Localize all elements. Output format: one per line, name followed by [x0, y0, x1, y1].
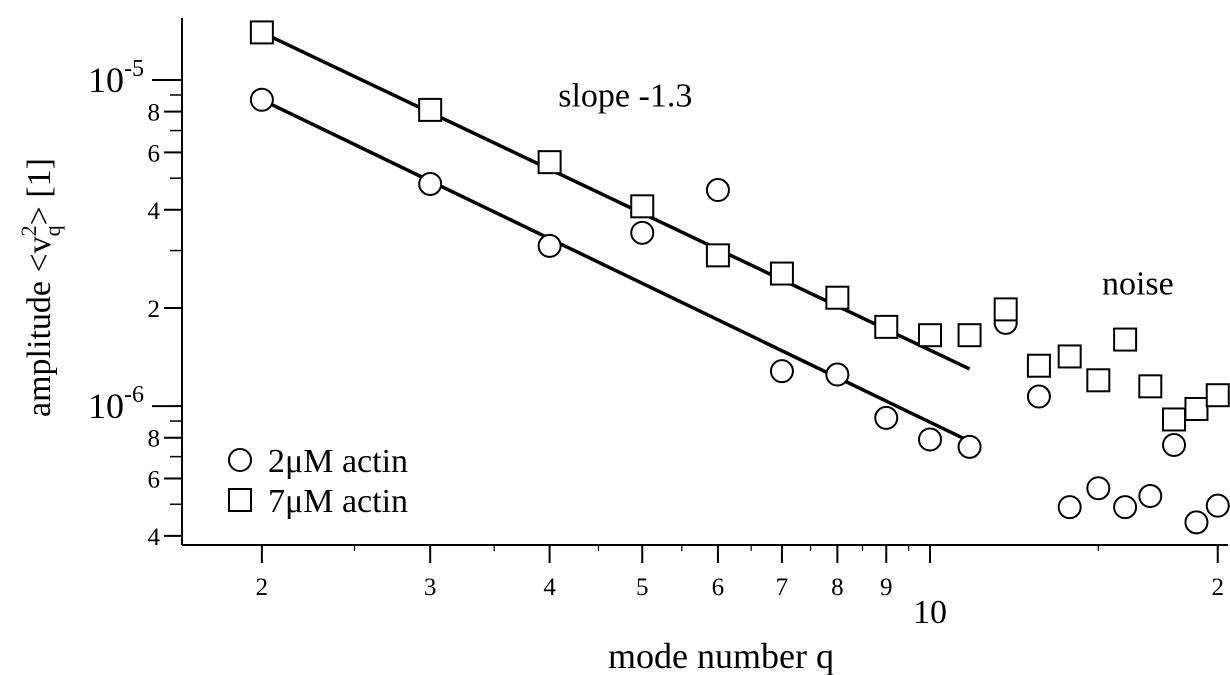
square-point: [537, 150, 562, 175]
circle-point: [630, 220, 655, 245]
y-tick-label: 2: [148, 296, 161, 323]
fit-lines: [261, 30, 971, 443]
y-tick-label: 8: [148, 100, 161, 127]
x-tick-label: 7: [776, 574, 789, 601]
circle-point: [1026, 384, 1051, 409]
legend-square-marker: [228, 488, 252, 512]
circle-point: [769, 359, 794, 384]
square-point: [1113, 327, 1138, 352]
circle-point: [1184, 510, 1209, 535]
x-tick-label: 3: [424, 574, 437, 601]
annotations: slope -1.3 noise: [558, 77, 1174, 302]
square-point: [1057, 344, 1082, 369]
x-tick-label: 2: [256, 574, 269, 601]
square-point: [993, 297, 1018, 322]
square-point: [1205, 383, 1230, 408]
square-point: [917, 323, 942, 348]
legend-label: 7μM actin: [268, 483, 408, 520]
x-axis-title: mode number q: [608, 636, 834, 675]
circle-point: [418, 171, 443, 196]
y-tick-label: 8: [148, 426, 161, 453]
circle-point: [1138, 484, 1163, 509]
square-point: [249, 20, 274, 45]
square-point: [1026, 353, 1051, 378]
square-point: [825, 285, 850, 310]
square-point: [1086, 368, 1111, 393]
x-tick-label: 6: [712, 574, 725, 601]
circle-point: [957, 434, 982, 459]
circle-point: [537, 233, 562, 258]
circle-point: [874, 405, 899, 430]
legend-circle-marker: [228, 448, 252, 472]
square-point: [630, 194, 655, 219]
fit-line: [261, 30, 971, 371]
x-tick-label: 9: [880, 574, 893, 601]
circle-point: [825, 362, 850, 387]
legend-label: 2μM actin: [268, 443, 408, 480]
annotation-text: noise: [1102, 265, 1174, 302]
y-axis-title: amplitude <v2q> [1]: [16, 158, 65, 417]
circle-point: [705, 178, 730, 203]
circle-point: [1205, 493, 1230, 518]
axes: [152, 18, 1228, 563]
x-tick-label: 10: [913, 594, 947, 631]
y-tick-label: 6: [148, 140, 161, 167]
y-decade-label: 10-5: [88, 56, 144, 100]
square-point: [1184, 396, 1209, 421]
circle-point: [1086, 476, 1111, 501]
y-decade-label: 10-6: [88, 382, 144, 426]
annotation-text: slope -1.3: [558, 77, 692, 114]
square-point: [957, 323, 982, 348]
circle-point: [1057, 495, 1082, 520]
square-point: [769, 261, 794, 286]
square-point: [1138, 374, 1163, 399]
circle-point: [1162, 432, 1187, 457]
y-tick-label: 4: [148, 524, 161, 551]
square-point: [418, 97, 443, 122]
x-tick-label: 2: [1211, 574, 1224, 601]
square-point: [705, 243, 730, 268]
x-tick-label: 5: [636, 574, 649, 601]
x-tick-label: 4: [543, 574, 556, 601]
circle-point: [249, 87, 274, 112]
circle-point: [917, 427, 942, 452]
y-tick-label: 4: [148, 198, 161, 225]
square-point: [1162, 407, 1187, 432]
y-tick-label: 6: [148, 466, 161, 493]
circle-point: [1113, 495, 1138, 520]
x-tick-label: 8: [831, 574, 844, 601]
data-markers: [249, 20, 1230, 535]
fit-line: [261, 98, 971, 443]
square-point: [874, 314, 899, 339]
